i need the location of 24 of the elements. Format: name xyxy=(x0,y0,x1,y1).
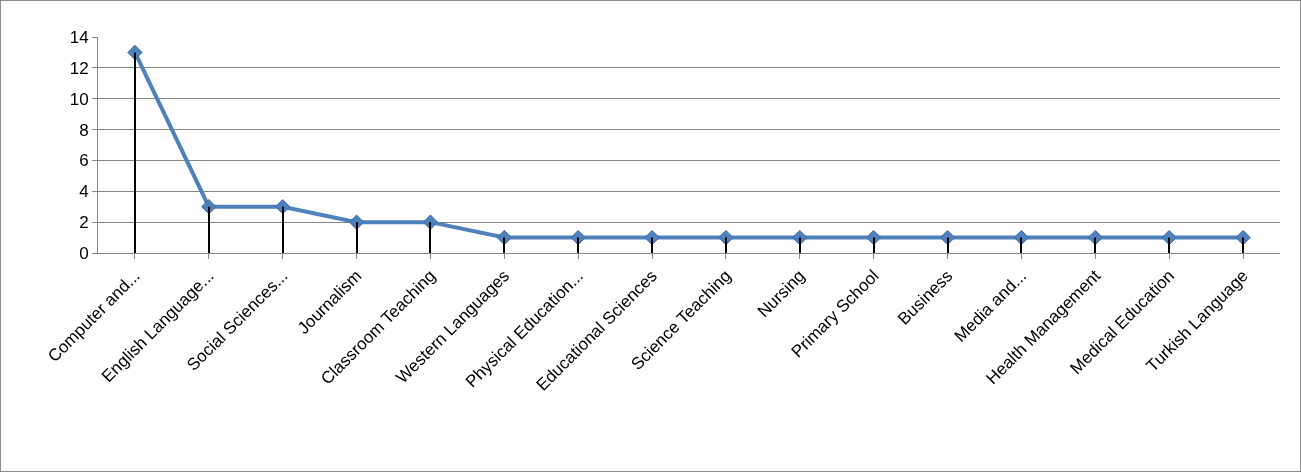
bar xyxy=(651,237,653,253)
y-tick-label: 0 xyxy=(79,243,89,263)
y-tick-label: 12 xyxy=(69,58,89,78)
bar xyxy=(282,206,284,253)
y-tick-label: 14 xyxy=(69,27,89,47)
bar xyxy=(1020,237,1022,253)
bar xyxy=(1168,237,1170,253)
bar xyxy=(1242,237,1244,253)
bar xyxy=(1094,237,1096,253)
bar xyxy=(356,222,358,253)
bar xyxy=(503,237,505,253)
bar xyxy=(577,237,579,253)
bar xyxy=(208,206,210,253)
bar xyxy=(725,237,727,253)
y-tick-label: 4 xyxy=(79,182,89,202)
bar xyxy=(947,237,949,253)
y-tick-label: 6 xyxy=(79,151,89,171)
bar xyxy=(873,237,875,253)
y-tick-label: 2 xyxy=(79,213,89,233)
y-tick-label: 8 xyxy=(79,120,89,140)
bar xyxy=(799,237,801,253)
bar xyxy=(134,52,136,253)
bar xyxy=(429,222,431,253)
y-tick-label: 10 xyxy=(69,89,89,109)
